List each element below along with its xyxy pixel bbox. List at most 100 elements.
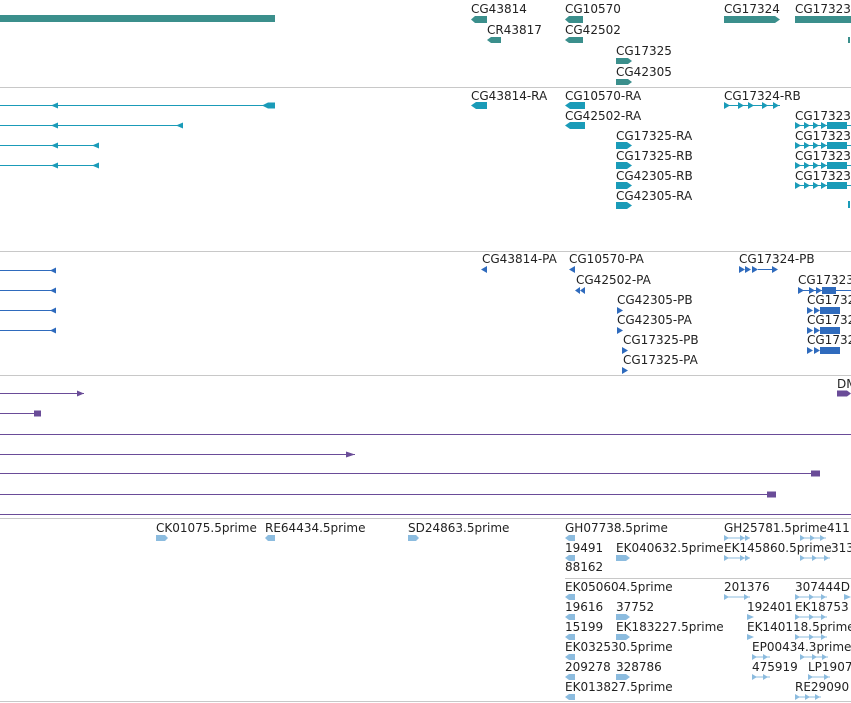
transcript-label[interactable]: CG42502-RA bbox=[565, 109, 642, 123]
est-label[interactable]: 88162 bbox=[565, 560, 604, 574]
gene-glyph[interactable] bbox=[616, 79, 632, 85]
gene-glyph[interactable] bbox=[471, 16, 487, 23]
est-label[interactable]: EK145860.5prime bbox=[724, 541, 832, 555]
protein-glyph[interactable] bbox=[569, 266, 577, 273]
est-label[interactable]: EK013827.5prime bbox=[565, 680, 673, 694]
est-glyph[interactable] bbox=[724, 555, 750, 561]
est-glyph[interactable] bbox=[795, 634, 827, 640]
gene-glyph[interactable] bbox=[724, 16, 780, 23]
est-label[interactable]: 19491 bbox=[565, 541, 604, 555]
gene-label[interactable]: CG42502 bbox=[565, 23, 621, 37]
est-glyph[interactable] bbox=[565, 535, 575, 541]
est-label[interactable]: LP1907 bbox=[808, 660, 851, 674]
transcript-glyph[interactable] bbox=[616, 202, 632, 209]
est-label[interactable]: 201376 bbox=[724, 580, 770, 594]
protein-label[interactable]: CG1732 bbox=[807, 293, 851, 307]
est-label[interactable]: 475919 bbox=[752, 660, 798, 674]
protein-glyph[interactable] bbox=[575, 287, 587, 294]
protein-glyph[interactable] bbox=[807, 307, 851, 314]
gene-label[interactable]: CG10570 bbox=[565, 2, 621, 16]
est-glyph[interactable] bbox=[800, 535, 826, 541]
transcript-label[interactable]: CG17325-RA bbox=[616, 129, 693, 143]
transcript-glyph[interactable] bbox=[616, 162, 632, 169]
est-label[interactable]: RE29090 bbox=[795, 680, 850, 694]
transcript-glyph[interactable] bbox=[565, 122, 585, 129]
est-glyph[interactable] bbox=[616, 614, 630, 620]
est-glyph[interactable] bbox=[795, 594, 827, 600]
est-label[interactable]: EP00434.3prime bbox=[752, 640, 851, 654]
transcript-glyph[interactable] bbox=[795, 182, 851, 189]
est-glyph[interactable] bbox=[156, 535, 168, 541]
transcript-label[interactable]: CG17323 bbox=[795, 149, 851, 163]
cds-models-left[interactable] bbox=[0, 252, 70, 342]
est-glyph[interactable] bbox=[724, 535, 750, 541]
transcript-glyph[interactable] bbox=[795, 142, 851, 149]
protein-glyph[interactable] bbox=[617, 307, 625, 314]
transcript-label[interactable]: CG17323 bbox=[795, 109, 851, 123]
transcript-glyph[interactable] bbox=[795, 122, 851, 129]
est-glyph[interactable] bbox=[752, 654, 770, 660]
est-label[interactable]: GH25781.5prime411 bbox=[724, 521, 850, 535]
est-label[interactable]: 19616 bbox=[565, 600, 604, 614]
est-glyph[interactable] bbox=[752, 674, 770, 680]
est-label[interactable]: 192401 bbox=[747, 600, 793, 614]
est-glyph[interactable] bbox=[616, 555, 630, 561]
est-glyph[interactable] bbox=[616, 634, 630, 640]
gene-glyph[interactable] bbox=[565, 16, 583, 23]
gene-glyph[interactable] bbox=[795, 16, 851, 23]
transcript-label[interactable]: CG17325-RB bbox=[616, 149, 693, 163]
est-glyph[interactable] bbox=[565, 634, 575, 640]
transcript-label[interactable]: CG43814-RA bbox=[471, 89, 548, 103]
est-label[interactable]: 307444D bbox=[795, 580, 851, 594]
gene-glyph[interactable] bbox=[565, 37, 583, 43]
gene-glyph[interactable] bbox=[487, 37, 501, 43]
est-glyph[interactable] bbox=[747, 614, 755, 620]
est-glyph[interactable] bbox=[265, 535, 275, 541]
est-glyph[interactable] bbox=[808, 674, 830, 680]
transcript-glyph[interactable] bbox=[616, 142, 632, 149]
est-glyph[interactable] bbox=[747, 634, 755, 640]
protein-label[interactable]: CG10570-PA bbox=[569, 252, 644, 266]
gene-glyph[interactable] bbox=[616, 58, 632, 64]
est-glyph[interactable] bbox=[565, 614, 575, 620]
est-glyph[interactable] bbox=[408, 535, 419, 541]
est-glyph[interactable] bbox=[565, 654, 575, 660]
protein-glyph[interactable] bbox=[807, 347, 851, 354]
transcript-label[interactable]: CG10570-RA bbox=[565, 89, 642, 103]
transcript-label[interactable]: CG17323 bbox=[795, 169, 851, 183]
est-label[interactable]: CK01075.5prime bbox=[156, 521, 257, 535]
protein-glyph[interactable] bbox=[807, 327, 851, 334]
ncrna-models[interactable] bbox=[0, 376, 851, 518]
est-glyph[interactable] bbox=[795, 694, 821, 700]
ncrna-label[interactable]: DM bbox=[837, 377, 851, 391]
gene-label[interactable]: CG17323 bbox=[795, 2, 851, 16]
est-glyph[interactable] bbox=[800, 555, 830, 561]
gene-label[interactable]: CR43817 bbox=[487, 23, 542, 37]
protein-glyph[interactable] bbox=[622, 367, 630, 374]
protein-label[interactable]: CG1732 bbox=[807, 313, 851, 327]
est-glyph[interactable] bbox=[565, 674, 575, 680]
est-glyph[interactable] bbox=[565, 694, 575, 700]
est-glyph[interactable] bbox=[565, 594, 575, 600]
est-label[interactable]: SD24863.5prime bbox=[408, 521, 510, 535]
transcript-glyph[interactable] bbox=[565, 102, 585, 109]
est-glyph[interactable] bbox=[565, 555, 575, 561]
transcript-models-left[interactable] bbox=[0, 88, 300, 188]
protein-label[interactable]: CG42502-PA bbox=[576, 273, 651, 287]
protein-label[interactable]: CG17325-PB bbox=[623, 333, 699, 347]
protein-glyph[interactable] bbox=[617, 327, 625, 334]
est-glyph[interactable] bbox=[616, 674, 630, 680]
protein-label[interactable]: CG1732 bbox=[807, 333, 851, 347]
est-label[interactable]: 209278 bbox=[565, 660, 611, 674]
est-label[interactable]: EK040632.5prime bbox=[616, 541, 724, 555]
protein-label[interactable]: CG42305-PB bbox=[617, 293, 693, 307]
gene-label[interactable]: CG17324 bbox=[724, 2, 780, 16]
est-label[interactable]: 313 bbox=[831, 541, 851, 555]
transcript-glyph[interactable] bbox=[795, 162, 851, 169]
est-label[interactable]: 37752 bbox=[616, 600, 655, 614]
est-label[interactable]: 15199 bbox=[565, 620, 604, 634]
gene-label[interactable]: CG17325 bbox=[616, 44, 672, 58]
est-glyph[interactable] bbox=[800, 654, 828, 660]
transcript-glyph[interactable] bbox=[724, 102, 780, 109]
